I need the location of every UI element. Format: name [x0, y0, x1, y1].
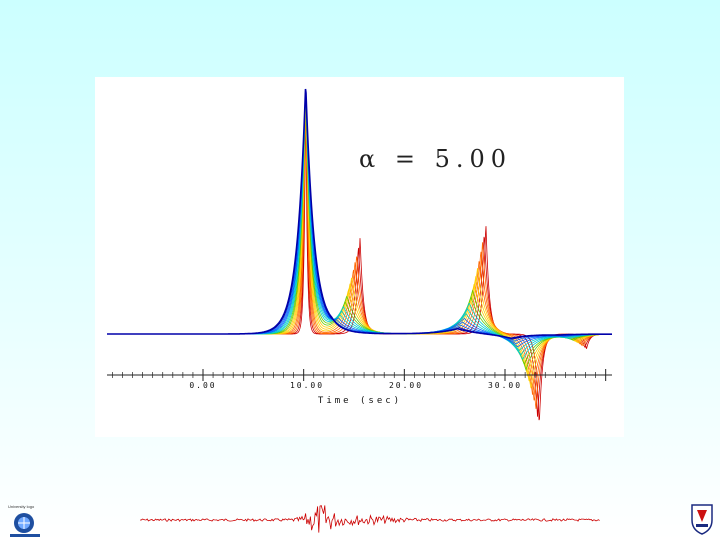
chart-svg: 0.00 10.00 20.00 30.00 Time (sec) α = 5.… [107, 88, 613, 421]
svg-text:University logo: University logo [8, 504, 35, 509]
footer-seismogram [140, 505, 600, 533]
trace-line-16 [107, 89, 612, 340]
tick-label-20: 20.00 [389, 381, 423, 390]
university-logo-left: University logo [8, 504, 40, 537]
alpha-annotation: α = 5.00 [359, 145, 512, 173]
trace-line-11 [107, 90, 612, 356]
x-axis-title: Time (sec) [318, 396, 402, 406]
crest-logo-right [691, 504, 713, 535]
trace-line-15 [107, 89, 612, 342]
tick-label-0: 0.00 [189, 381, 216, 390]
footer-seismogram-trace [140, 505, 600, 533]
trace-line-9 [107, 92, 613, 365]
chart-panel: 0.00 10.00 20.00 30.00 Time (sec) α = 5.… [95, 77, 624, 437]
trace-line-17 [107, 88, 612, 340]
trace-line-10 [107, 91, 612, 360]
tick-label-10: 10.00 [290, 381, 324, 390]
tick-label-30: 30.00 [488, 381, 522, 390]
ticks-layer [112, 369, 607, 381]
traces-layer [107, 88, 613, 421]
